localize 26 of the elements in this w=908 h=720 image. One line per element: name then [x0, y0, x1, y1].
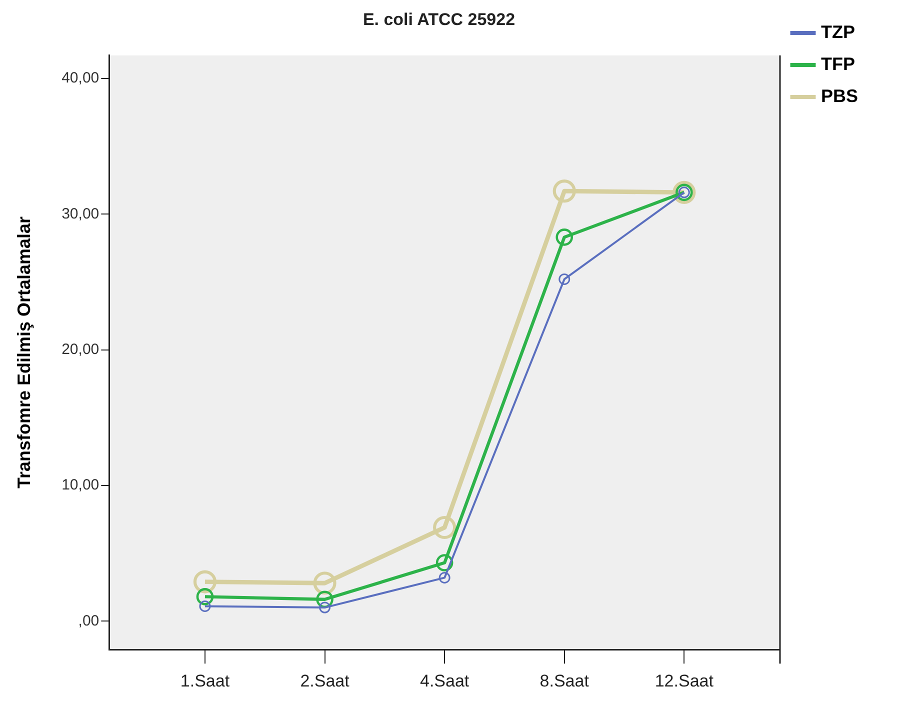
x-tick-label: 12.Saat: [654, 671, 714, 690]
y-tick-label: 10,00: [62, 476, 100, 494]
x-tick-label: 2.Saat: [300, 671, 350, 690]
point: [556, 228, 574, 246]
point: [438, 572, 450, 584]
point: [193, 570, 217, 594]
point: [316, 590, 334, 608]
y-tick-label: ,00: [78, 612, 100, 630]
point: [199, 600, 211, 612]
y-tick-label: 40,00: [62, 70, 100, 87]
legend-label: TFP: [820, 54, 855, 74]
point: [436, 554, 454, 572]
point: [319, 602, 331, 614]
y-tick-label: 30,00: [62, 205, 100, 222]
legend-label: TZP: [820, 22, 855, 42]
x-tick-label: 1.Saat: [180, 671, 230, 690]
point: [433, 516, 456, 540]
point: [552, 180, 576, 203]
x-tick-label: 8.Saat: [540, 671, 590, 690]
legend-label: PBS: [820, 86, 858, 106]
y-axis-title: Transfomre Edilmiş Ortalamalar: [14, 216, 34, 489]
point: [558, 273, 570, 285]
x-tick-label: 4.Saat: [420, 671, 470, 690]
y-tick-label: 20,00: [62, 340, 100, 358]
point: [196, 588, 214, 606]
chart-title: E. coli ATCC 25922: [362, 10, 516, 29]
